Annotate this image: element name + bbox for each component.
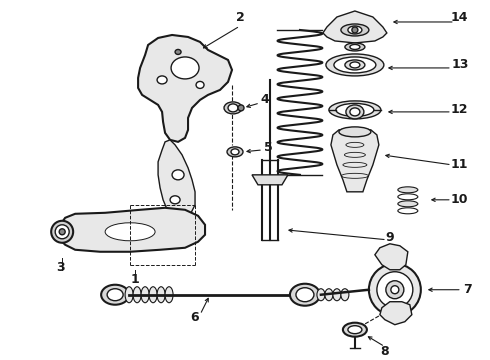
Ellipse shape: [170, 196, 180, 204]
Ellipse shape: [133, 287, 141, 303]
Ellipse shape: [175, 49, 181, 54]
Polygon shape: [323, 11, 387, 43]
Text: 12: 12: [451, 103, 468, 116]
Ellipse shape: [341, 24, 369, 36]
Ellipse shape: [172, 170, 184, 180]
Ellipse shape: [352, 27, 358, 33]
Polygon shape: [58, 208, 205, 252]
Text: 3: 3: [56, 261, 65, 274]
Ellipse shape: [157, 76, 167, 84]
Ellipse shape: [339, 127, 371, 137]
Ellipse shape: [317, 289, 325, 301]
Ellipse shape: [343, 323, 367, 337]
Text: 4: 4: [261, 93, 270, 107]
Text: 7: 7: [464, 283, 472, 296]
Text: 5: 5: [264, 141, 272, 154]
Text: 10: 10: [451, 193, 468, 206]
Ellipse shape: [296, 288, 314, 302]
Ellipse shape: [348, 26, 362, 34]
Ellipse shape: [391, 286, 399, 294]
Polygon shape: [158, 140, 195, 220]
Ellipse shape: [333, 289, 341, 301]
Text: 9: 9: [386, 231, 394, 244]
Text: 11: 11: [451, 158, 468, 171]
Ellipse shape: [325, 289, 333, 301]
Ellipse shape: [51, 221, 73, 243]
Ellipse shape: [348, 326, 362, 334]
Ellipse shape: [345, 43, 365, 51]
Ellipse shape: [346, 105, 364, 119]
Ellipse shape: [105, 223, 155, 241]
Text: 2: 2: [236, 12, 245, 24]
Ellipse shape: [107, 289, 123, 301]
Text: 1: 1: [131, 273, 140, 286]
Ellipse shape: [141, 287, 149, 303]
Ellipse shape: [398, 187, 418, 193]
Ellipse shape: [345, 60, 365, 70]
Ellipse shape: [149, 287, 157, 303]
Ellipse shape: [227, 147, 243, 157]
Ellipse shape: [238, 105, 244, 111]
Ellipse shape: [341, 289, 349, 301]
Polygon shape: [375, 244, 408, 270]
Ellipse shape: [350, 62, 360, 68]
Ellipse shape: [290, 284, 320, 306]
Ellipse shape: [59, 229, 65, 235]
Ellipse shape: [228, 104, 238, 112]
Ellipse shape: [171, 57, 199, 79]
Ellipse shape: [398, 201, 418, 207]
Ellipse shape: [377, 272, 413, 308]
Text: 14: 14: [451, 12, 468, 24]
Ellipse shape: [125, 287, 133, 303]
Ellipse shape: [336, 103, 374, 116]
Ellipse shape: [350, 44, 360, 49]
Ellipse shape: [386, 281, 404, 299]
Ellipse shape: [329, 101, 381, 119]
Polygon shape: [380, 302, 412, 325]
Ellipse shape: [398, 208, 418, 214]
Ellipse shape: [334, 57, 376, 73]
Text: 13: 13: [451, 58, 468, 71]
Ellipse shape: [398, 194, 418, 200]
Text: 8: 8: [381, 345, 389, 358]
Ellipse shape: [157, 287, 165, 303]
Ellipse shape: [165, 287, 173, 303]
Polygon shape: [252, 175, 288, 185]
Ellipse shape: [101, 285, 129, 305]
Polygon shape: [331, 128, 379, 192]
Ellipse shape: [224, 102, 242, 114]
Ellipse shape: [369, 264, 421, 316]
Ellipse shape: [55, 225, 69, 239]
Ellipse shape: [196, 81, 204, 89]
Ellipse shape: [326, 54, 384, 76]
Text: 6: 6: [191, 311, 199, 324]
Ellipse shape: [231, 149, 239, 155]
Polygon shape: [138, 35, 232, 142]
Ellipse shape: [350, 108, 360, 116]
